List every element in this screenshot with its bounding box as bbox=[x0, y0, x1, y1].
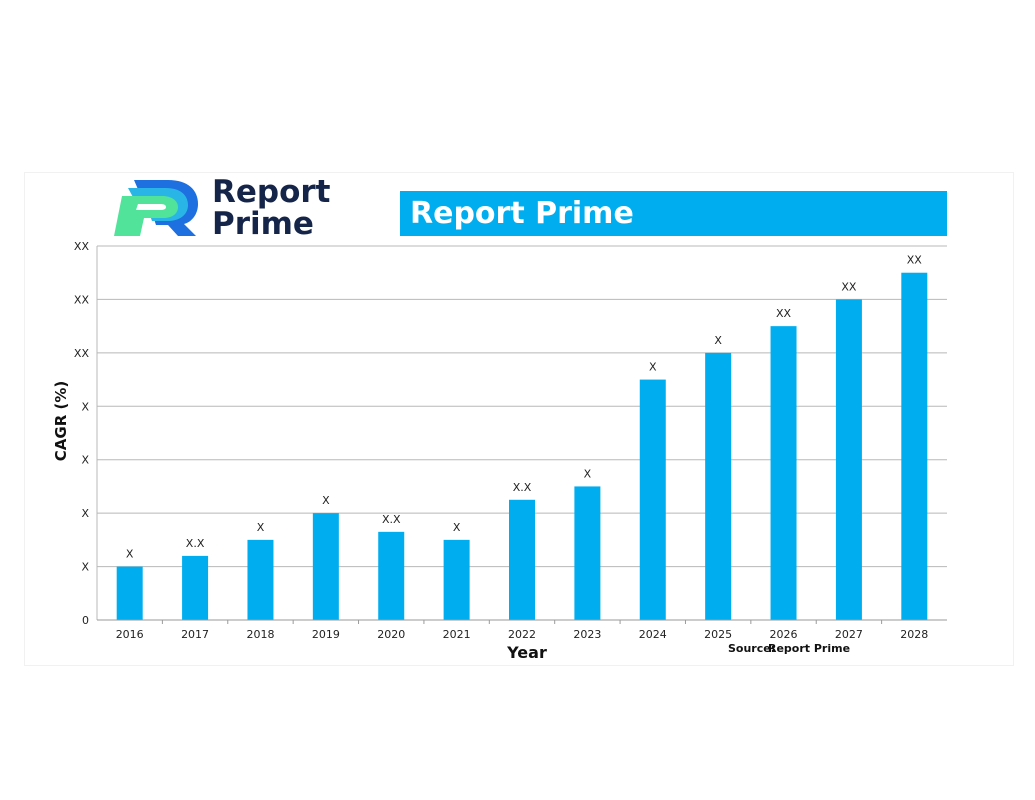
data-label-2017: X.X bbox=[186, 537, 205, 550]
brand-name-line1: Report bbox=[212, 174, 331, 210]
bar-2026 bbox=[770, 326, 797, 620]
y-tick-label: X bbox=[81, 507, 89, 520]
y-tick-label: X bbox=[81, 454, 89, 467]
bar-2022 bbox=[509, 499, 535, 620]
y-axis-title: CAGR (%) bbox=[52, 381, 70, 461]
brand-name: Report Prime bbox=[212, 176, 331, 240]
y-tick-label: XX bbox=[74, 347, 90, 360]
x-tick-label-2022: 2022 bbox=[508, 628, 536, 641]
report-prime-logo-icon bbox=[114, 180, 198, 236]
y-tick-label: X bbox=[81, 400, 89, 413]
report-prime-logo: Report Prime bbox=[112, 176, 362, 244]
bar-2028 bbox=[901, 272, 928, 620]
data-label-2022: X.X bbox=[513, 481, 532, 494]
data-label-2016: X bbox=[126, 548, 134, 561]
bars bbox=[116, 272, 928, 620]
y-tick-label: XX bbox=[74, 240, 90, 253]
bar-2020 bbox=[378, 531, 405, 620]
x-tick-label-2023: 2023 bbox=[573, 628, 601, 641]
x-tick-label-2019: 2019 bbox=[312, 628, 340, 641]
data-label-2027: XX bbox=[841, 280, 857, 293]
bar-2018 bbox=[247, 539, 274, 620]
x-axis-title: Year bbox=[506, 643, 547, 662]
bar-2021 bbox=[443, 539, 470, 620]
bar-2025 bbox=[705, 352, 732, 620]
x-tick-label-2018: 2018 bbox=[246, 628, 274, 641]
data-label-2018: X bbox=[257, 521, 265, 534]
x-tick-label-2025: 2025 bbox=[704, 628, 732, 641]
x-tick-label-2024: 2024 bbox=[639, 628, 667, 641]
chart-title-banner: Report Prime bbox=[400, 191, 947, 236]
x-tick-label-2028: 2028 bbox=[900, 628, 928, 641]
source-text: Report Prime bbox=[768, 642, 850, 655]
x-tick-label-2021: 2021 bbox=[443, 628, 471, 641]
x-tick-label-2017: 2017 bbox=[181, 628, 209, 641]
bar-2023 bbox=[574, 486, 601, 620]
data-label-2028: XX bbox=[907, 254, 923, 267]
data-label-2019: X bbox=[322, 494, 330, 507]
x-tick-label-2016: 2016 bbox=[116, 628, 144, 641]
x-tick-label-2026: 2026 bbox=[770, 628, 798, 641]
data-label-2021: X bbox=[453, 521, 461, 534]
data-label-2020: X.X bbox=[382, 513, 401, 526]
bar-2027 bbox=[835, 299, 862, 620]
y-tick-label: 0 bbox=[82, 614, 89, 627]
data-label-2023: X bbox=[584, 467, 592, 480]
bar-2016 bbox=[116, 566, 143, 620]
y-tick-label: XX bbox=[74, 293, 90, 306]
data-label-2024: X bbox=[649, 361, 657, 374]
x-tick-label-2020: 2020 bbox=[377, 628, 405, 641]
source-label: Source: bbox=[728, 642, 775, 655]
data-label-2025: X bbox=[714, 334, 722, 347]
data-label-2026: XX bbox=[776, 307, 792, 320]
bar-2017 bbox=[182, 555, 209, 620]
x-tick-label-2027: 2027 bbox=[835, 628, 863, 641]
brand-name-line2: Prime bbox=[212, 206, 314, 242]
bar-2024 bbox=[639, 379, 666, 620]
bar-2019 bbox=[312, 513, 339, 620]
y-tick-label: X bbox=[81, 561, 89, 574]
